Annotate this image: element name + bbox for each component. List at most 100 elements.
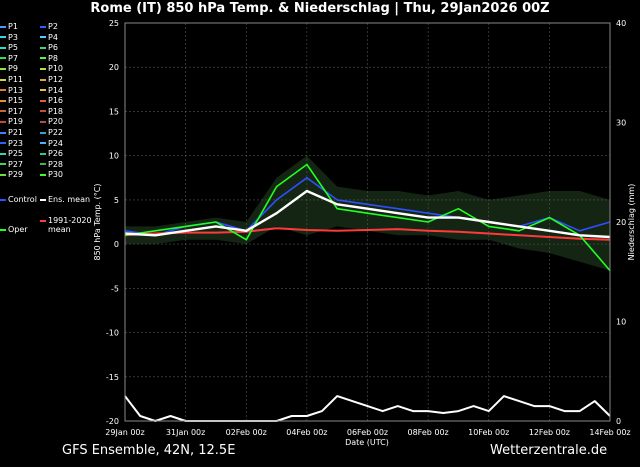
y-axis-label-right: Niederschlag (mm) — [627, 184, 636, 261]
y-tick-label-right: 30 — [616, 119, 626, 128]
legend-label: P21 — [8, 128, 24, 137]
legend-item-ens-mean: Ens. mean — [40, 195, 90, 205]
x-axis-label: Date (UTC) — [345, 438, 389, 447]
y-tick-label-left: 0 — [114, 240, 119, 249]
legend-item-p19: P19 — [0, 117, 23, 127]
legend-item-p11: P11 — [0, 75, 23, 85]
legend-item-p25: P25 — [0, 149, 23, 159]
legend-swatch — [0, 57, 6, 60]
legend-item-p28: P28 — [40, 160, 63, 170]
legend-item-p26: P26 — [40, 149, 63, 159]
legend-swatch — [0, 131, 6, 134]
legend-label: P26 — [48, 149, 64, 159]
legend-label: P13 — [8, 85, 24, 95]
legend-item-p21: P21 — [0, 128, 23, 138]
model-info: GFS Ensemble, 42N, 12.5E — [62, 443, 236, 458]
legend-label: P9 — [8, 64, 18, 74]
legend-swatch — [40, 67, 46, 70]
legend-item-p8: P8 — [40, 54, 58, 64]
legend-label: P27 — [8, 159, 24, 169]
legend-label: P19 — [8, 117, 24, 127]
legend-label: P28 — [48, 159, 64, 169]
legend-label: P11 — [8, 75, 24, 84]
legend-label: P25 — [8, 149, 24, 159]
legend-swatch — [40, 173, 46, 176]
y-tick-label-left: 5 — [114, 196, 119, 205]
x-tick-label: 31Jan 00z — [166, 428, 205, 437]
legend-item-control: Control — [0, 195, 37, 205]
source-credit: Wetterzentrale.de — [490, 443, 608, 458]
legend-swatch — [40, 120, 46, 123]
y-tick-label-left: 15 — [109, 107, 119, 116]
y-tick-label-left: -15 — [106, 373, 119, 382]
legend-swatch — [40, 219, 46, 222]
legend-item-p15: P15 — [0, 96, 23, 106]
legend-item-p17: P17 — [0, 107, 23, 117]
legend-label: P10 — [48, 64, 64, 74]
legend-swatch — [0, 25, 6, 28]
y-tick-label-right: 40 — [616, 19, 626, 28]
legend-swatch — [0, 198, 6, 201]
chart-title: Rome (IT) 850 hPa Temp. & Niederschlag |… — [90, 1, 550, 16]
legend-swatch — [0, 142, 6, 145]
legend-label: P16 — [48, 96, 64, 106]
x-tick-label: 29Jan 00z — [105, 428, 144, 437]
legend-label: 1991-2020 — [48, 216, 92, 225]
legend-swatch — [0, 89, 6, 92]
legend-label: P18 — [48, 106, 64, 116]
legend-item-p29: P29 — [0, 170, 23, 180]
legend-label: P29 — [8, 170, 24, 180]
legend-swatch — [0, 163, 6, 166]
legend-swatch — [40, 89, 46, 92]
legend-item-p2: P2 — [40, 22, 58, 32]
legend-item-p3: P3 — [0, 33, 18, 43]
legend-label: P4 — [48, 32, 58, 42]
legend-item-p24: P24 — [40, 139, 63, 149]
ens-mean-temp-line — [124, 189, 611, 239]
legend-item-p1: P1 — [0, 22, 18, 32]
legend-item-p20: P20 — [40, 117, 63, 127]
legend-swatch — [40, 110, 46, 113]
legend-swatch — [40, 46, 46, 49]
legend-item-p12: P12 — [40, 75, 63, 85]
legend-swatch — [40, 78, 46, 81]
legend-label: P17 — [8, 106, 24, 116]
legend-swatch — [40, 36, 46, 39]
legend-item-p14: P14 — [40, 86, 63, 96]
legend-item-p18: P18 — [40, 107, 63, 117]
axes: -20 -15 -10 -5 0 5 10 15 20 25 0 10 20 30 40 29Jan 00z 3… — [105, 19, 630, 437]
legend-item-p7: P7 — [0, 54, 18, 64]
legend-swatch — [40, 57, 46, 60]
legend-swatch — [40, 152, 46, 155]
legend-swatch — [0, 152, 6, 155]
legend-swatch — [0, 36, 6, 39]
legend-label: P24 — [48, 138, 64, 148]
legend-item-p23: P23 — [0, 139, 23, 149]
legend-label: P6 — [48, 43, 58, 53]
legend-item-p5: P5 — [0, 43, 18, 53]
legend-item-oper: Oper — [0, 225, 28, 235]
y-tick-label-left: 10 — [109, 152, 119, 161]
legend-label: P23 — [8, 138, 24, 148]
y-tick-label-left: -5 — [111, 284, 119, 293]
legend-swatch — [40, 198, 46, 201]
x-tick-label: 04Feb 00z — [286, 428, 327, 437]
legend-label: P1 — [8, 22, 18, 31]
legend-swatch — [40, 163, 46, 166]
legend-item-p4: P4 — [40, 33, 58, 43]
legend-swatch — [40, 131, 46, 134]
legend: P1 P2 P3 P4 P5 P6 P7 P8 P9 P10 P11 P12 P13 P14 P15 P16 P… — [0, 22, 120, 242]
legend-label: P5 — [8, 43, 18, 53]
legend-item-climatology: 1991-2020 — [40, 216, 92, 226]
legend-label: P12 — [48, 75, 64, 84]
legend-label: P8 — [48, 53, 58, 63]
legend-label: P20 — [48, 117, 64, 127]
legend-swatch — [40, 99, 46, 102]
legend-label: Control — [8, 195, 37, 204]
legend-swatch — [0, 120, 6, 123]
y-tick-label-left: 25 — [109, 19, 119, 28]
legend-item-climatology-line2: mean — [48, 225, 71, 234]
oper-temp-line — [124, 163, 611, 272]
x-tick-label: 08Feb 00z — [407, 428, 448, 437]
